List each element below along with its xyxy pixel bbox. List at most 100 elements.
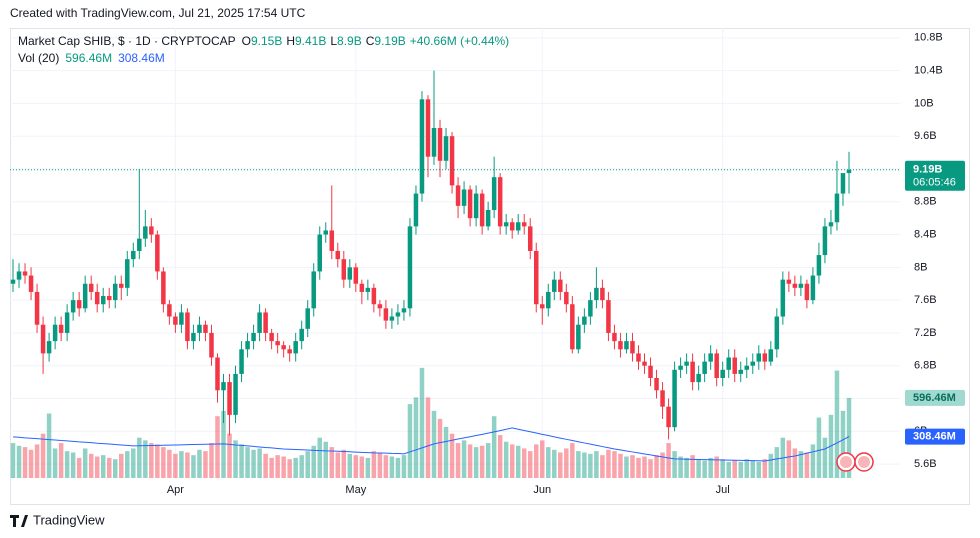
y-tick-label: 10.8B — [914, 32, 943, 44]
ma-badge-label: 308.46M — [913, 430, 956, 442]
volume-bar — [10, 443, 16, 478]
volume-value: 596.46M — [65, 51, 112, 65]
volume-bar — [143, 440, 148, 478]
candle-body — [437, 128, 443, 161]
volume-bar — [257, 448, 262, 478]
candle-body — [654, 378, 659, 391]
volume-bar — [233, 440, 238, 478]
volume-bar — [125, 451, 130, 478]
volume-bar — [431, 410, 437, 478]
change: +40.66M (+0.44%) — [410, 34, 509, 48]
candle-body — [287, 349, 292, 354]
volume-bar — [94, 456, 100, 478]
volume-bar — [52, 448, 58, 478]
candle-body — [804, 283, 810, 301]
volume-bar — [774, 447, 780, 478]
candle-body — [293, 341, 298, 354]
volume-bar — [119, 453, 124, 478]
volume-bar — [798, 451, 804, 478]
volume-bar — [275, 455, 280, 478]
candle-body — [299, 328, 304, 342]
volume-bar — [552, 449, 557, 478]
candle-body — [311, 271, 316, 309]
volume-bar — [263, 453, 268, 478]
candle-body — [401, 308, 407, 313]
volume-bar — [618, 453, 623, 478]
volume-bar — [46, 413, 52, 478]
candle-body — [558, 279, 563, 292]
candle-body — [40, 324, 46, 354]
volume-name: Vol (20) — [18, 51, 59, 65]
flag-icon — [840, 456, 852, 468]
volume-bar — [209, 443, 214, 478]
volume-bar — [756, 461, 762, 478]
candle-body — [269, 332, 274, 342]
volume-bar — [491, 416, 497, 478]
candle-body — [173, 316, 178, 325]
countdown-label: 06:05:46 — [913, 177, 956, 189]
candle-body — [245, 341, 250, 350]
candle-body — [317, 234, 322, 272]
volume-bar — [167, 449, 172, 478]
volume-bar — [203, 451, 208, 478]
volume-bar — [389, 456, 395, 478]
candle-body — [455, 185, 461, 206]
volume-bar — [786, 440, 792, 478]
volume-bar — [521, 448, 527, 478]
candle-body — [58, 324, 64, 333]
volume-bar — [377, 452, 383, 478]
candle-body — [660, 390, 665, 407]
candle-body — [678, 365, 683, 370]
candle-body — [762, 353, 768, 362]
volume-bar — [185, 452, 190, 478]
candle-body — [112, 283, 118, 301]
volume-bar — [515, 445, 521, 478]
candle-body — [263, 312, 268, 333]
candle-body — [618, 341, 623, 350]
volume-bar — [768, 453, 774, 478]
volume-bar — [407, 404, 413, 478]
candle-body — [215, 357, 220, 391]
volume-bar — [648, 459, 653, 478]
volume-bar — [221, 410, 226, 478]
candle-body — [22, 271, 28, 276]
volume-bar — [335, 452, 341, 478]
y-tick-label: 8B — [914, 261, 927, 273]
candle-body — [485, 209, 491, 227]
volume-ma-value: 308.46M — [118, 51, 165, 65]
chart-frame — [10, 28, 970, 505]
candle-body — [533, 250, 539, 305]
volume-bar — [642, 456, 647, 478]
volume-bar — [564, 448, 569, 478]
volume-bar — [245, 447, 250, 478]
volume-bar — [660, 452, 665, 478]
volume-bar — [750, 460, 756, 478]
volume-bar — [540, 440, 545, 478]
candle-body — [768, 349, 774, 362]
candle-body — [88, 283, 94, 292]
volume-bar — [76, 457, 82, 478]
candle-body — [834, 193, 840, 223]
volume-bar — [822, 437, 828, 478]
volume-bar — [106, 457, 112, 478]
volume-bar — [287, 459, 292, 478]
candle-body — [527, 226, 533, 251]
candle-body — [161, 271, 166, 305]
volume-bar — [732, 460, 737, 478]
candle-body — [702, 361, 707, 374]
candle-body — [515, 222, 521, 231]
candle-body — [564, 291, 569, 305]
candle-body — [52, 324, 58, 342]
flag-icon — [858, 456, 870, 468]
volume-bar — [606, 449, 611, 478]
candle-body — [329, 230, 335, 251]
candle-body — [413, 193, 419, 227]
candle-body — [371, 287, 377, 305]
volume-bar — [720, 459, 725, 478]
candle-body — [106, 296, 112, 301]
candle-body — [606, 300, 611, 333]
candle-body — [70, 300, 76, 313]
volume-bar — [281, 456, 286, 478]
candle-body — [491, 177, 497, 210]
volume-bar — [16, 445, 22, 478]
